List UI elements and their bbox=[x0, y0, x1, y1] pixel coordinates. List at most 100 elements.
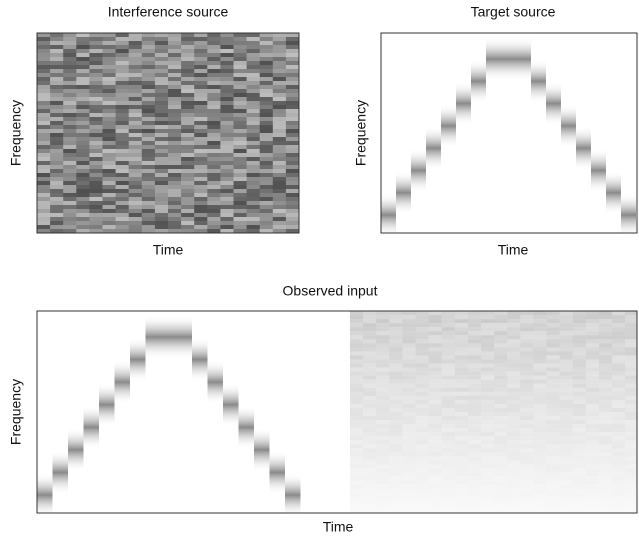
noise-cell bbox=[128, 89, 143, 94]
panel-frame bbox=[36, 310, 638, 514]
noise-cell bbox=[598, 424, 613, 429]
noise-cell bbox=[559, 480, 574, 485]
noise-cell bbox=[89, 213, 103, 218]
noise-cell bbox=[546, 351, 561, 356]
noise-cell bbox=[63, 149, 77, 154]
noise-cell bbox=[181, 117, 195, 122]
noise-cell bbox=[402, 407, 416, 413]
noise-cell bbox=[194, 109, 208, 114]
noise-cell bbox=[389, 387, 403, 392]
noise-cell bbox=[285, 109, 299, 114]
noise-cell bbox=[154, 169, 169, 174]
noise-cell bbox=[625, 407, 637, 413]
noise-cell bbox=[141, 193, 156, 198]
noise-cell bbox=[220, 121, 234, 126]
noise-cell bbox=[37, 173, 51, 178]
noise-cell bbox=[168, 141, 182, 146]
noise-cell bbox=[494, 379, 508, 384]
noise-cell bbox=[141, 137, 156, 142]
noise-cell bbox=[441, 379, 456, 384]
noise-cell bbox=[50, 105, 64, 110]
noise-cell bbox=[233, 141, 248, 146]
noise-cell bbox=[625, 331, 637, 336]
noise-cell bbox=[350, 359, 364, 364]
noise-cell bbox=[598, 331, 613, 336]
noise-cell bbox=[389, 363, 403, 368]
noise-cell bbox=[37, 225, 51, 230]
noise-cell bbox=[507, 440, 521, 445]
noise-cell bbox=[128, 137, 143, 142]
noise-cell bbox=[128, 41, 143, 46]
noise-cell bbox=[533, 500, 547, 506]
noise-cell bbox=[389, 476, 403, 481]
noise-cell bbox=[233, 165, 248, 170]
noise-cell bbox=[402, 412, 416, 417]
noise-cell bbox=[389, 335, 403, 340]
noise-cell bbox=[520, 412, 534, 417]
noise-cell bbox=[546, 448, 561, 453]
noise-cell bbox=[507, 460, 521, 465]
noise-cell bbox=[50, 213, 64, 218]
noise-cell bbox=[494, 347, 508, 352]
noise-cell bbox=[441, 420, 456, 425]
noise-cell bbox=[585, 432, 600, 437]
noise-cell bbox=[115, 177, 130, 182]
noise-cell bbox=[402, 375, 416, 380]
noise-cell bbox=[389, 355, 403, 360]
noise-cell bbox=[467, 464, 482, 469]
noise-cell bbox=[194, 33, 208, 38]
noise-cell bbox=[115, 221, 130, 226]
noise-cell bbox=[625, 355, 637, 360]
noise-cell bbox=[481, 420, 495, 425]
noise-cell bbox=[181, 193, 195, 198]
noise-cell bbox=[533, 335, 547, 340]
noise-cell bbox=[102, 37, 117, 42]
noise-cell bbox=[402, 355, 416, 360]
noise-cell bbox=[481, 480, 495, 485]
noise-cell bbox=[402, 367, 416, 372]
noise-cell bbox=[441, 331, 456, 336]
noise-cell bbox=[441, 452, 456, 457]
noise-cell bbox=[389, 464, 403, 469]
noise-cell bbox=[37, 161, 51, 166]
noise-cell bbox=[63, 109, 77, 114]
noise-cell bbox=[102, 45, 117, 50]
noise-cell bbox=[520, 315, 534, 320]
noise-cell bbox=[598, 383, 613, 388]
noise-cell bbox=[63, 177, 77, 182]
noise-cell bbox=[428, 504, 443, 510]
noise-cell bbox=[181, 221, 195, 226]
noise-cell bbox=[559, 363, 574, 368]
noise-cell bbox=[625, 391, 637, 396]
noise-cell bbox=[89, 177, 103, 182]
noise-cell bbox=[612, 472, 626, 477]
noise-cell bbox=[572, 391, 587, 396]
noise-cell bbox=[272, 165, 287, 170]
noise-cell bbox=[494, 323, 508, 328]
noise-cell bbox=[285, 153, 299, 158]
noise-cell bbox=[285, 69, 299, 74]
noise-cell bbox=[585, 452, 600, 457]
noise-cell bbox=[37, 105, 51, 110]
noise-cell bbox=[402, 492, 416, 497]
noise-cell bbox=[546, 496, 561, 502]
noise-cell bbox=[612, 500, 626, 506]
noise-cell bbox=[454, 351, 469, 356]
noise-cell bbox=[63, 65, 77, 70]
noise-cell bbox=[37, 213, 51, 218]
noise-cell bbox=[285, 205, 299, 210]
noise-cell bbox=[533, 456, 547, 461]
noise-cell bbox=[37, 165, 51, 170]
noise-cell bbox=[141, 85, 156, 90]
noise-cell bbox=[50, 125, 64, 130]
noise-cell bbox=[246, 209, 261, 214]
noise-cell bbox=[63, 193, 77, 198]
noise-cell bbox=[467, 387, 482, 392]
noise-cell bbox=[89, 161, 103, 166]
noise-cell bbox=[207, 161, 221, 166]
noise-cell bbox=[285, 73, 299, 78]
noise-cell bbox=[350, 399, 364, 405]
noise-cell bbox=[546, 420, 561, 425]
noise-cell bbox=[415, 355, 430, 360]
noise-cell bbox=[507, 412, 521, 417]
